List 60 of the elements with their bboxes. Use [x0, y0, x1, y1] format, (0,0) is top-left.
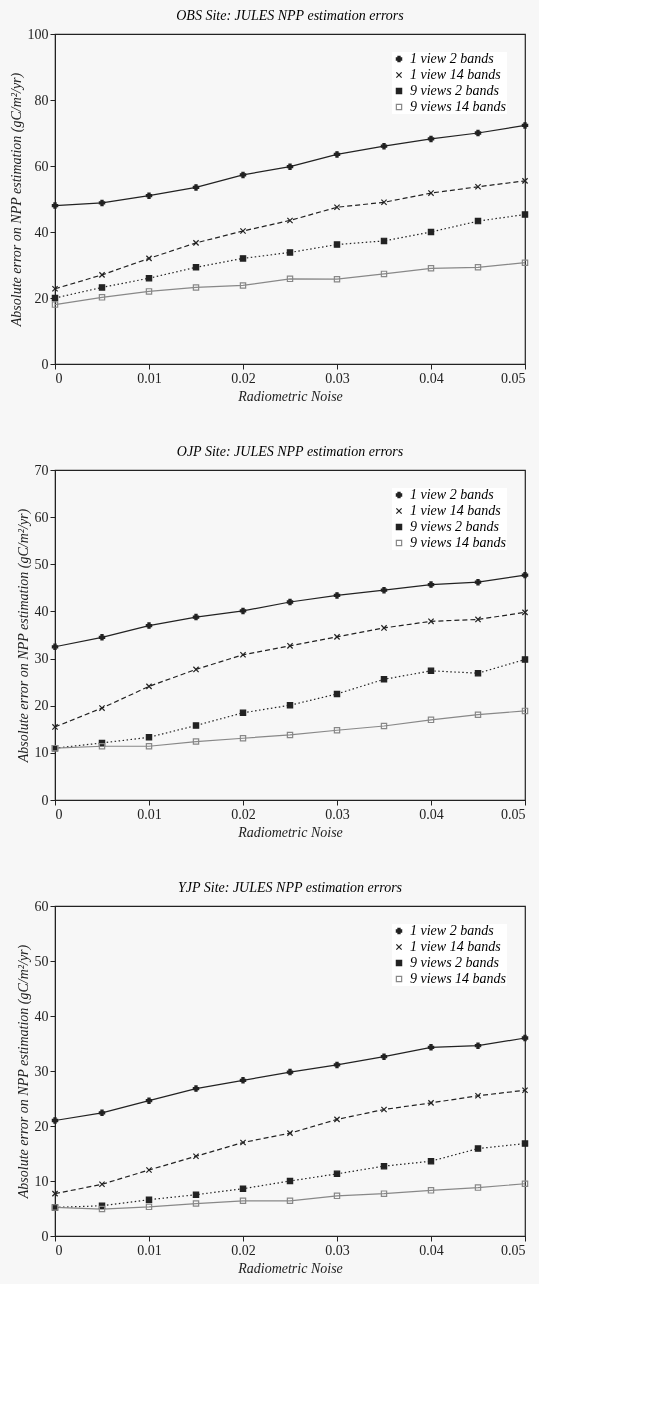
- x-tick-label: 0.05: [501, 806, 526, 822]
- chart-title: OJP Site: JULES NPP estimation errors: [176, 444, 404, 459]
- legend-label: 1 view 2 bands: [410, 51, 495, 66]
- y-tick-label: 0: [41, 792, 49, 808]
- legend-label: 1 view 14 bands: [410, 939, 502, 954]
- x-axis-title: Radiometric Noise: [237, 1260, 343, 1276]
- x-tick-label: 0.02: [231, 370, 256, 386]
- legend-label: 1 view 14 bands: [410, 503, 502, 518]
- x-axis-title: Radiometric Noise: [237, 388, 343, 404]
- legend-label: 9 views 2 bands: [410, 955, 500, 970]
- x-tick-label: 0.01: [137, 370, 162, 386]
- x-tick-label: 0.01: [137, 806, 162, 822]
- x-tick-label: 0.05: [501, 370, 526, 386]
- legend-label: 1 view 2 bands: [410, 923, 495, 938]
- y-tick-label: 20: [34, 290, 49, 306]
- x-axis-title: Radiometric Noise: [237, 824, 343, 840]
- x-tick-label: 0.01: [137, 1242, 162, 1258]
- x-tick-label: 0: [55, 806, 63, 822]
- y-tick-label: 60: [34, 898, 49, 914]
- legend-label: 1 view 2 bands: [410, 487, 495, 502]
- x-tick-label: 0.04: [419, 1242, 444, 1258]
- y-tick-label: 20: [34, 698, 49, 714]
- y-tick-label: 10: [34, 1173, 49, 1189]
- y-tick-label: 60: [34, 158, 49, 174]
- legend-label: 9 views 2 bands: [410, 519, 500, 534]
- y-tick-label: 30: [34, 1063, 49, 1079]
- y-tick-label: 0: [41, 1228, 49, 1244]
- y-tick-label: 40: [34, 603, 49, 619]
- y-tick-label: 30: [34, 651, 49, 667]
- y-tick-label: 0: [41, 356, 49, 372]
- y-tick-label: 60: [34, 509, 49, 525]
- legend-label: 1 view 14 bands: [410, 67, 502, 82]
- x-tick-label: 0.04: [419, 806, 444, 822]
- x-tick-label: 0.03: [325, 1242, 350, 1258]
- chart-title: YJP Site: JULES NPP estimation errors: [177, 880, 403, 895]
- x-tick-label: 0: [55, 1242, 63, 1258]
- y-axis-title: Absolute error on NPP estimation (gC/m²/yr): [15, 944, 32, 1200]
- chart-title: OBS Site: JULES NPP estimation errors: [176, 8, 405, 23]
- y-axis-title: Absolute error on NPP estimation (gC/m²/yr): [8, 72, 25, 328]
- y-tick-label: 40: [34, 1008, 49, 1024]
- y-tick-label: 10: [34, 745, 49, 761]
- legend-label: 9 views 14 bands: [410, 99, 507, 114]
- x-tick-label: 0.02: [231, 1242, 256, 1258]
- y-tick-label: 40: [34, 224, 49, 240]
- x-tick-label: 0.02: [231, 806, 256, 822]
- y-tick-label: 50: [34, 953, 49, 969]
- y-tick-label: 80: [34, 92, 49, 108]
- legend-label: 9 views 14 bands: [410, 971, 507, 986]
- x-tick-label: 0.03: [325, 370, 350, 386]
- legend-label: 9 views 2 bands: [410, 83, 500, 98]
- x-tick-label: 0.03: [325, 806, 350, 822]
- x-tick-label: 0: [55, 370, 63, 386]
- y-axis-title: Absolute error on NPP estimation (gC/m²/yr): [15, 508, 32, 764]
- y-tick-label: 100: [27, 26, 49, 42]
- x-tick-label: 0.05: [501, 1242, 526, 1258]
- y-tick-label: 50: [34, 556, 49, 572]
- x-tick-label: 0.04: [419, 370, 444, 386]
- y-tick-label: 20: [34, 1118, 49, 1134]
- legend-label: 9 views 14 bands: [410, 535, 507, 550]
- y-tick-label: 70: [34, 462, 49, 478]
